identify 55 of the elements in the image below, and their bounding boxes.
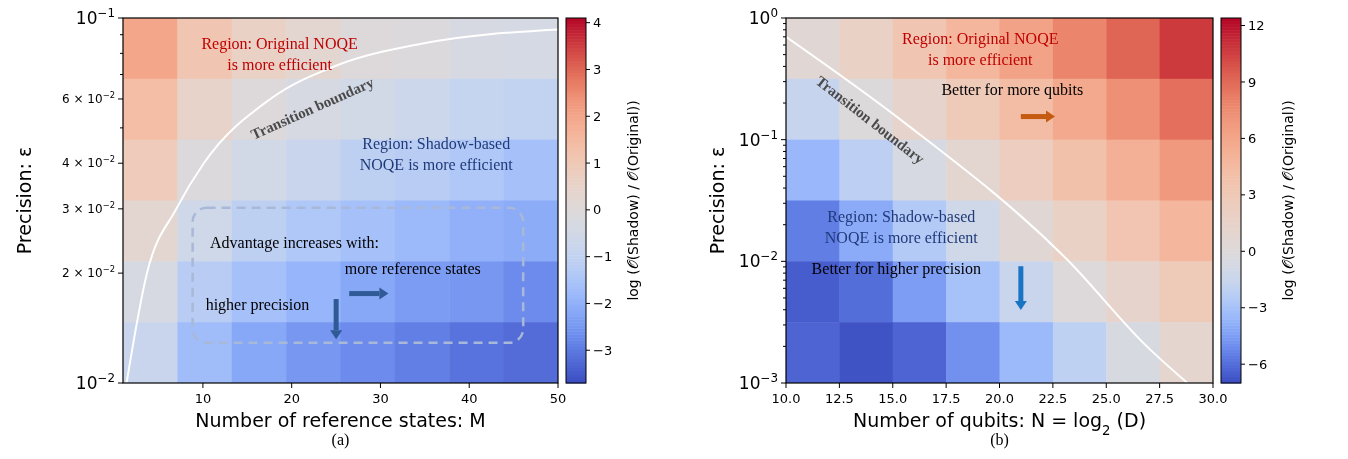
x-tick-label: 25.0	[1091, 391, 1121, 406]
color-bar-title: log (𝒪(Shadow) / 𝒪(Original))	[1280, 100, 1296, 301]
line-series	[125, 28, 558, 383]
y-tick-label: 10$^{−1}$	[738, 127, 778, 150]
annotation: Region: Original NOQE is more efficient	[902, 29, 1059, 68]
y-tick-label: 10$^{0}$	[748, 5, 778, 28]
color-bar-label: 1	[593, 155, 602, 171]
y-tick-label: 2 × 10$^{−2}$	[62, 264, 115, 281]
y-tick-label: 4 × 10$^{−2}$	[62, 154, 115, 171]
y-tick-label: 10$^{−2}$	[738, 249, 778, 272]
color-bar-label: 2	[593, 108, 602, 124]
y-tick-label: 10$^{−3}$	[738, 370, 778, 393]
color-bar-label: −6	[1248, 356, 1268, 372]
annotation: Region: Shadow-based NOQE is more efficient	[359, 135, 514, 174]
x-axis-title: Number of reference states: M	[195, 409, 486, 431]
annotation: Advantage increases with:	[210, 233, 379, 252]
x-tick-label: 20	[283, 391, 300, 406]
color-bar-label: −2	[593, 296, 613, 311]
y-axis-title: Precision: ε	[13, 146, 35, 255]
y-tick-label: 10$^{−1}$	[75, 5, 115, 28]
color-bar-label: −3	[593, 342, 613, 358]
annotation: higher precision	[205, 296, 310, 314]
x-tick-label: 10.0	[771, 391, 801, 406]
color-bar-title: log (𝒪(Shadow) / 𝒪(Original))	[625, 100, 641, 301]
x-tick-label: 10	[194, 391, 212, 406]
y-tick-label: 6 × 10$^{−2}$	[62, 90, 115, 107]
x-tick-label: 40	[460, 391, 478, 406]
color-bar-label: 4	[593, 15, 602, 31]
color-bar-label: 12	[1248, 18, 1265, 34]
x-tick-label: 30	[372, 391, 389, 406]
color-bar-label: 6	[1248, 130, 1257, 146]
y-tick-label: 3 × 10$^{−2}$	[62, 200, 115, 217]
x-tick-label: 20.0	[985, 391, 1014, 406]
x-tick-label: 17.5	[931, 391, 961, 406]
color-bar-label: 3	[1248, 187, 1257, 203]
x-tick-label: 50	[549, 391, 567, 406]
color-bar-label: −1	[593, 249, 613, 265]
y-tick-label: 10$^{−2}$	[75, 370, 115, 393]
annotation: Region: Shadow-based NOQE is more efficient	[824, 208, 979, 247]
color-bar-label: 0	[1248, 243, 1257, 259]
x-tick-label: 27.5	[1145, 391, 1175, 406]
x-tick-label: 30.0	[1198, 391, 1228, 406]
annotation: Region: Original NOQE is more efficient	[201, 35, 358, 74]
annotation: more reference states	[344, 259, 481, 277]
color-bar-label: 0	[593, 202, 602, 218]
x-tick-label: 22.5	[1038, 391, 1068, 406]
color-bar-label: 9	[1248, 74, 1257, 90]
y-axis-title: Precision: ε	[706, 146, 728, 255]
color-bar-label: 3	[593, 62, 602, 78]
x-tick-label: 15.0	[878, 391, 908, 406]
color-bar-label: −3	[1248, 300, 1268, 316]
text: (a)	[331, 431, 350, 450]
annotation: Better for more qubits	[941, 80, 1084, 99]
annotation: Better for higher precision	[811, 259, 981, 278]
x-tick-label: 12.5	[824, 391, 854, 406]
